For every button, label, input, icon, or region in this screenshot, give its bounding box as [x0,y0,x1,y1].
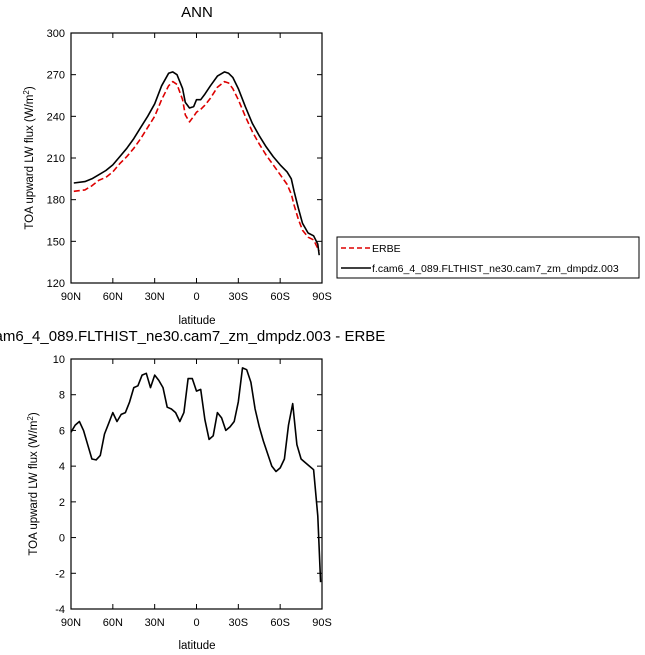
top-y-tick-label-5: 270 [47,70,65,82]
bottom-y-tick-label-5: 6 [59,425,65,437]
top-y-tick-label-1: 150 [47,236,65,248]
top-x-tick-label-4: 30S [229,291,249,303]
top-x-tick-label-3: 0 [193,291,199,303]
bottom-x-axis-label: latitude [178,640,215,652]
bottom-panel-title: f.cam6_4_089.FLTHIST_ne30.cam7_zm_dmpdz.… [0,328,385,345]
top-x-axis-label: latitude [178,315,215,327]
top-x-tick-label-2: 30N [145,291,165,303]
top-x-tick-label-5: 60S [270,291,290,303]
bottom-x-tick-label-4: 30S [229,617,249,629]
legend-label-model: f.cam6_4_089.FLTHIST_ne30.cam7_zm_dmpdz.… [372,263,619,275]
top-x-tick-label-6: 90S [312,291,332,303]
bottom-x-tick-label-3: 0 [193,617,199,629]
bottom-y-tick-label-3: 2 [59,497,65,509]
bottom-y-axis-label: TOA upward LW flux (W/m2) [26,412,40,556]
bottom-x-tick-label-1: 60N [103,617,123,629]
top-plot-area: 90N 60N 30N 0 30S 60S 90S 120 150 180 210 240 270 300 [47,28,332,303]
bottom-x-tick-label-5: 60S [270,617,290,629]
bottom-y-tick-label-6: 8 [59,390,65,402]
top-y-tick-label-0: 120 [47,278,65,290]
top-panel-title: ANN [181,4,213,21]
top-panel: ANN 90N 60N 30N 0 30S 60S 90S 120 150 180 210 240 27… [22,4,332,327]
bottom-x-tick-label-0: 90N [61,617,81,629]
bottom-y-tick-label-1: -2 [55,568,65,580]
bottom-series-line-0 [70,367,322,583]
bottom-x-tick-label-6: 90S [312,617,332,629]
top-x-tick-label-1: 60N [103,291,123,303]
legend: ERBE f.cam6_4_089.FLTHIST_ne30.cam7_zm_d… [336,236,640,279]
top-y-tick-label-3: 210 [47,153,65,165]
bottom-x-tick-label-2: 30N [145,617,165,629]
bottom-plot-area: 90N 60N 30N 0 30S 60S 90S -4 -2 0 2 4 6 8 10 [53,354,332,629]
bottom-y-tick-label-4: 4 [59,461,65,473]
bottom-y-tick-label-7: 10 [53,354,65,366]
bottom-panel: f.cam6_4_089.FLTHIST_ne30.cam7_zm_dmpdz.… [0,328,385,652]
top-plot-frame [70,32,323,284]
top-y-axis-label: TOA upward LW flux (W/m2) [22,86,36,230]
legend-label-erbe: ERBE [372,243,401,255]
top-x-tick-label-0: 90N [61,291,81,303]
top-y-tick-label-6: 300 [47,28,65,40]
legend-box [336,236,640,279]
top-series-line-1 [73,71,320,256]
top-series-line-0 [73,80,320,252]
bottom-y-tick-label-2: 0 [59,533,65,545]
top-y-tick-label-2: 180 [47,195,65,207]
bottom-y-tick-label-0: -4 [55,604,65,616]
top-y-tick-label-4: 240 [47,111,65,123]
bottom-plot-frame [70,358,323,610]
